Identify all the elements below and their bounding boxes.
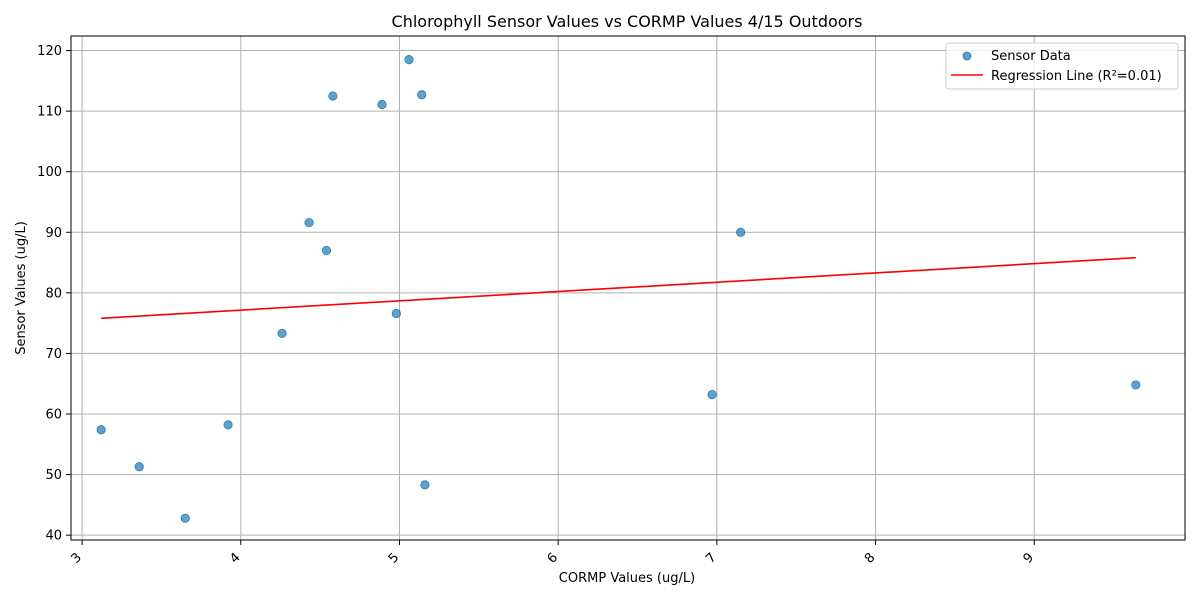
legend: Sensor Data Regression Line (R²=0.01) [945,42,1179,90]
data-point [417,90,427,100]
y-tick-label: 70 [45,347,62,362]
y-tick-label: 100 [37,165,62,180]
data-point [321,245,332,256]
data-point [96,425,106,435]
data-point [277,328,287,339]
scatter-series [96,55,1141,523]
data-point [420,480,430,490]
legend-marker-sensor-data [962,51,972,61]
y-tick-label: 50 [45,468,62,483]
chart-title: Chlorophyll Sensor Values vs CORMP Value… [392,12,863,31]
data-point [404,55,414,65]
legend-box [945,42,1179,90]
data-point [1131,380,1141,390]
x-axis-label: CORMP Values (ug/L) [559,571,695,586]
data-point [391,308,401,319]
y-tick-label: 80 [45,286,62,301]
plot-frame [70,35,1186,541]
y-axis-ticks: 40 50 60 70 80 90 100 110 120 [37,44,71,544]
y-axis-label: Sensor Values (ug/L) [14,221,29,355]
y-tick-label: 40 [45,529,62,544]
legend-label-sensor-data: Sensor Data [991,49,1071,64]
data-point [707,390,717,400]
data-point [180,513,190,523]
regression-series [101,256,1136,320]
data-point [377,99,387,110]
y-tick-label: 60 [45,408,62,423]
y-tick-label: 90 [45,226,62,241]
grid [71,36,1185,540]
regression-line [101,256,1136,320]
y-tick-label: 120 [37,44,62,59]
y-tick-label: 110 [37,105,62,120]
data-point [328,91,338,101]
legend-label-regression-line: Regression Line (R²=0.01) [991,69,1162,84]
data-point [736,227,746,237]
data-point [223,420,233,430]
data-point [304,217,314,228]
data-point [134,462,144,472]
